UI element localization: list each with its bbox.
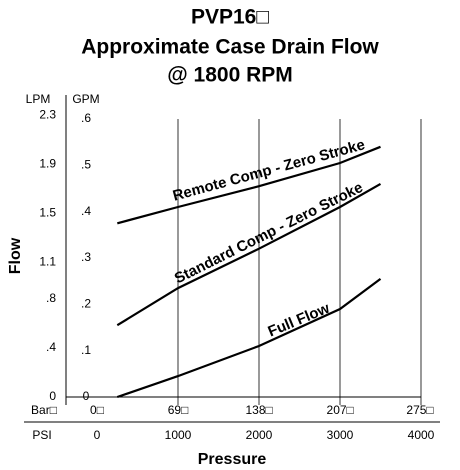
y-tick-label: .4 [81,204,91,218]
y-tick-label: .1 [81,343,91,357]
series-line [116,278,382,399]
y2-tick-label: 2.3 [39,108,56,122]
x-axis-label: Pressure [198,451,267,468]
y2-tick-label: 1.1 [39,255,56,269]
x-tick-label: 2000 [246,428,273,442]
series-line [116,182,382,327]
x-tick-label: 1000 [165,428,192,442]
y-axis-label: Flow [7,237,24,274]
x2-tick-label: 138□ [245,403,272,417]
series-label: Full Flow [266,300,333,341]
x-tick-label: 4000 [408,428,435,442]
x2-tick-label: 207□ [327,403,354,417]
y2-tick-label: 1.9 [39,157,56,171]
x-tick-label: 3000 [327,428,354,442]
y2-tick-label: .4 [46,340,56,354]
y-unit-label: GPM [72,92,99,106]
y2-tick-label: 1.5 [39,206,56,220]
x-unit-label: PSI [32,428,51,442]
x2-unit-label: Bar□ [31,403,57,417]
chart-title: Approximate Case Drain Flow [81,36,379,59]
x2-tick-label: 0□ [90,403,104,417]
y2-tick-label: 0 [49,389,56,403]
y-tick-label: .6 [81,111,91,125]
series-line [117,145,381,225]
x2-tick-label: 275□ [406,403,433,417]
x-tick-label: 0 [94,428,101,442]
y2-unit-label: LPM [26,92,51,106]
y2-tick-label: .8 [46,291,56,305]
chart-title: @ 1800 RPM [167,64,293,87]
y-tick-label: 0 [83,389,90,403]
y-tick-label: .5 [81,158,91,172]
x2-tick-label: 69□ [168,403,189,417]
y-tick-label: .3 [81,250,91,264]
chart-title: PVP16□ [191,6,269,29]
y-tick-label: .2 [81,297,91,311]
